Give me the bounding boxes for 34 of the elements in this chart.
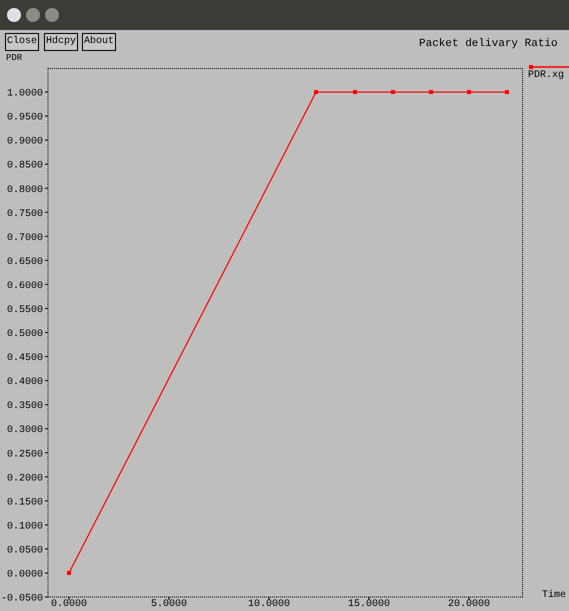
x-tick-label: 20.0000 <box>448 599 490 610</box>
y-tick-label: 0.1000 <box>6 521 43 532</box>
y-tick-label: 0.4500 <box>6 353 43 364</box>
x-tick-label: 0.0000 <box>50 599 88 610</box>
y-tick-label: 0.8500 <box>6 160 43 172</box>
y-axis-title: PDR <box>6 53 22 63</box>
y-tick-label: 0.5000 <box>6 329 43 340</box>
legend-label: PDR.xg <box>528 70 566 81</box>
y-tick-label: 0.5500 <box>6 305 43 316</box>
x-tick-label: 5.0000 <box>150 599 188 610</box>
y-tick-label: 0.8000 <box>6 184 43 196</box>
y-tick-label: 0.6000 <box>6 280 43 292</box>
y-tick-label: -0.0500 <box>0 594 43 605</box>
y-tick-label: 0.2500 <box>6 449 43 460</box>
y-tick-label: 1.0000 <box>6 88 43 100</box>
chart-title: Packet delivary Ratio <box>419 38 558 50</box>
y-tick-label: 0.4000 <box>6 377 43 388</box>
y-tick-label: 0.3000 <box>6 425 43 436</box>
text: Close <box>5 33 40 51</box>
y-tick-label: 0.6500 <box>6 256 43 268</box>
x-axis-title: Time <box>542 590 566 601</box>
x-tick-label: 15.0000 <box>348 599 390 610</box>
y-tick-label: 0.3500 <box>6 401 43 412</box>
text: About <box>82 33 116 51</box>
y-tick-label: 0.9000 <box>6 136 43 148</box>
y-tick-label: 0.7000 <box>6 232 43 244</box>
y-tick-label: 0.1500 <box>6 497 43 508</box>
text: Hdcpy <box>44 33 78 51</box>
y-tick-label: 0.9500 <box>6 112 43 124</box>
y-tick-label: 0.2000 <box>6 473 43 484</box>
x-tick-label: 10.0000 <box>248 599 290 610</box>
y-tick-label: 0.0500 <box>6 545 43 556</box>
y-tick-label: 0.0000 <box>6 570 43 581</box>
y-tick-label: 0.7500 <box>6 208 43 220</box>
